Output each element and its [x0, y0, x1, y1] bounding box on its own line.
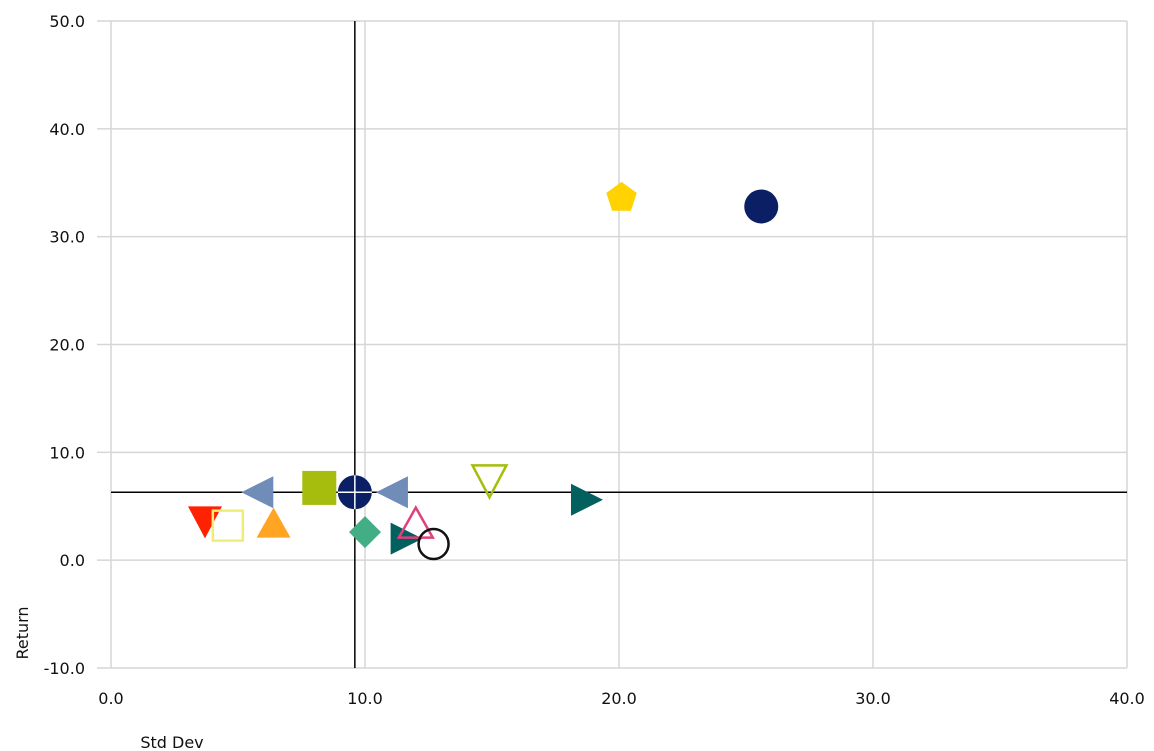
data-point-pentagon — [606, 181, 637, 211]
reference-lines — [111, 21, 1127, 668]
data-point-circle-cross — [337, 475, 372, 510]
x-tick-label: 30.0 — [855, 689, 891, 708]
data-point-square — [302, 470, 337, 505]
data-point-triangle-right — [570, 483, 603, 516]
y-tick-label: 0.0 — [60, 551, 85, 570]
data-point-triangle-down — [470, 464, 509, 501]
y-axis-title: Return — [13, 606, 32, 659]
data-point-circle — [417, 527, 450, 561]
data-point-circle — [744, 189, 779, 224]
grid — [97, 20, 1128, 669]
data-point-triangle-left — [241, 476, 274, 509]
x-tick-label: 10.0 — [347, 689, 383, 708]
y-tick-label: -10.0 — [44, 659, 85, 678]
y-tick-label: 50.0 — [49, 12, 85, 31]
x-axis-title: Std Dev — [140, 733, 203, 751]
data-points — [187, 181, 779, 561]
y-tick-label: 30.0 — [49, 228, 85, 247]
x-tick-label: 0.0 — [98, 689, 123, 708]
data-point-diamond — [349, 516, 381, 549]
y-tick-label: 10.0 — [49, 443, 85, 462]
y-tick-label: 20.0 — [49, 336, 85, 355]
y-tick-label: 40.0 — [49, 120, 85, 139]
x-tick-label: 40.0 — [1109, 689, 1145, 708]
data-point-triangle-left — [375, 476, 408, 509]
data-point-square — [211, 509, 245, 542]
tick-labels: 0.0 10.0 20.0 30.0 40.0 -10.0 50.0 40.0 30.0 20.0… — [44, 12, 1145, 708]
data-point-triangle-up — [396, 505, 435, 539]
data-point-triangle-up — [256, 507, 291, 538]
x-tick-label: 20.0 — [601, 689, 637, 708]
